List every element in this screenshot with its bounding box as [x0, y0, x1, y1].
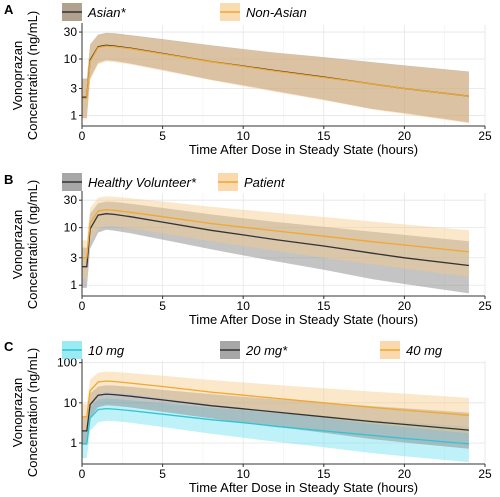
x-tick-label: 0	[79, 299, 86, 313]
panel-b: B 0 5 10 15 20 25 1 3 10 30 Time After Dose in Stea…	[4, 172, 492, 327]
y-tick-label: 10	[64, 396, 78, 410]
line-10-mg	[82, 407, 469, 445]
legend-label: Patient	[244, 175, 286, 190]
y-axis-title-line: Concentration (ng/mL)	[25, 11, 40, 140]
legend-item: 40 mg	[380, 341, 443, 359]
legend-label: 40 mg	[406, 343, 443, 358]
band-asian	[82, 32, 469, 123]
x-tick-label: 10	[237, 129, 251, 143]
x-tick-label: 15	[317, 129, 331, 143]
legend-label: Asian*	[87, 5, 127, 20]
legend-label: Healthy Volunteer*	[88, 175, 197, 190]
x-tick-label: 10	[237, 467, 251, 481]
y-axis-title: VonoprazanConcentration (ng/mL)	[10, 11, 40, 140]
y-tick-label: 10	[64, 221, 78, 235]
y-tick-label: 30	[64, 25, 78, 39]
y-tick-label: 30	[64, 193, 78, 207]
x-tick-label: 25	[478, 467, 492, 481]
x-tick-label: 20	[398, 467, 412, 481]
x-tick-label: 5	[159, 299, 166, 313]
line-healthy-volunteer	[82, 213, 469, 268]
x-tick-label: 15	[317, 467, 331, 481]
x-tick-label: 0	[79, 129, 86, 143]
legend-label: 20 mg*	[245, 343, 288, 358]
y-tick-label: 1	[70, 108, 77, 122]
x-tick-label: 25	[478, 129, 492, 143]
x-axis-title: Time After Dose in Steady State (hours)	[189, 312, 418, 327]
y-axis-title: VonoprazanConcentration (ng/mL)	[10, 348, 40, 477]
panel-letter: A	[4, 2, 14, 17]
y-tick-label: 1	[70, 278, 77, 292]
panel-c: C 0 5 10 15 20 25 1 10 100 Time After Dose in Stea…	[4, 339, 492, 495]
x-tick-label: 15	[317, 299, 331, 313]
legend-item: Asian*	[62, 3, 127, 21]
y-axis-title-line: Concentration (ng/mL)	[25, 348, 40, 477]
x-tick-label: 0	[79, 467, 86, 481]
y-tick-label: 10	[64, 52, 78, 66]
y-axis-title-line: Vonoprazan	[10, 210, 25, 279]
x-axis-title: Time After Dose in Steady State (hours)	[189, 480, 418, 495]
y-tick-label: 3	[70, 82, 77, 96]
legend-item: Non-Asian	[220, 3, 307, 21]
panel-a: A 0 5 10 15 20 25 1 3 10 30 Time After Dose in Stea…	[4, 2, 492, 157]
legend-item: 10 mg	[62, 341, 125, 359]
panel-letter: C	[4, 339, 14, 354]
y-axis-title-line: Vonoprazan	[10, 41, 25, 110]
x-tick-label: 25	[478, 299, 492, 313]
y-axis-title: VonoprazanConcentration (ng/mL)	[10, 180, 40, 309]
line-non-asian	[82, 45, 469, 100]
y-axis-title-line: Concentration (ng/mL)	[25, 180, 40, 309]
legend-item: 20 mg*	[220, 341, 288, 359]
panel-letter: B	[4, 172, 13, 187]
legend-item: Healthy Volunteer*	[62, 173, 197, 191]
band-non-asian	[82, 33, 469, 124]
y-tick-label: 1	[70, 436, 77, 450]
y-axis-title-line: Vonoprazan	[10, 378, 25, 447]
band-10-mg	[82, 398, 469, 463]
line-20-mg	[82, 393, 469, 432]
line-patient	[82, 209, 469, 259]
x-tick-label: 20	[398, 129, 412, 143]
x-axis-title: Time After Dose in Steady State (hours)	[189, 142, 418, 157]
legend-label: 10 mg	[88, 343, 125, 358]
y-tick-label: 3	[70, 251, 77, 265]
band-20-mg	[82, 385, 469, 449]
legend-label: Non-Asian	[246, 5, 307, 20]
legend-item: Patient	[218, 173, 286, 191]
x-tick-label: 5	[159, 129, 166, 143]
line-40-mg	[82, 380, 469, 418]
y-tick-label: 100	[57, 356, 77, 370]
x-tick-label: 20	[398, 299, 412, 313]
band-patient	[82, 196, 469, 279]
x-tick-label: 10	[237, 299, 251, 313]
band-40-mg	[82, 371, 469, 434]
x-tick-label: 5	[159, 467, 166, 481]
